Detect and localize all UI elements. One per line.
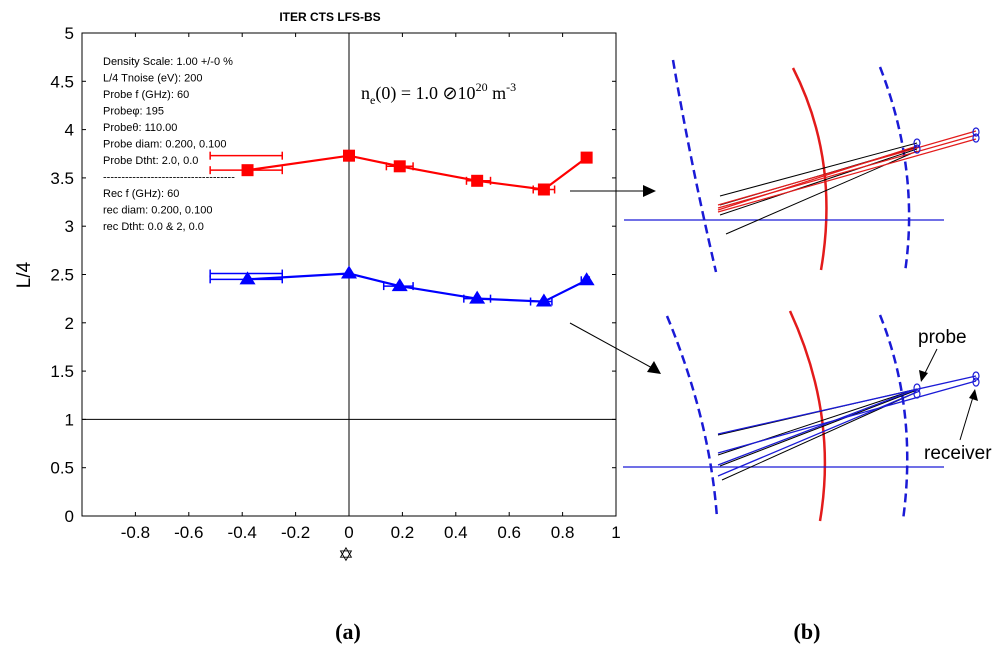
annotation-line: Rec f (GHz): 60	[103, 188, 179, 200]
blue-series-point	[391, 278, 408, 292]
formula-unit: m	[488, 83, 507, 103]
x-tick-label: 0.4	[444, 523, 468, 542]
probe-pointer	[923, 348, 938, 376]
receiver-pointer	[959, 396, 974, 441]
x-tick-label: -0.4	[228, 523, 257, 542]
y-tick-label: 3	[65, 217, 74, 236]
y-tick-label: 5	[65, 24, 74, 43]
y-tick-label: 0	[65, 507, 74, 526]
blue-series-point	[341, 265, 357, 279]
annotation-line: Probeθ: 110.00	[103, 122, 177, 134]
blue-series-point	[239, 271, 256, 285]
annotation-line: Density Scale: 1.00 +/-0 %	[103, 56, 233, 68]
parameter-annotations: Density Scale: 1.00 +/-0 % L/4 Tnoise (eV…	[103, 56, 235, 233]
y-tick-label: 3.5	[50, 169, 74, 188]
red-series-point	[393, 160, 406, 173]
x-tick-label: 1	[611, 523, 620, 542]
blue-rays-bottom	[717, 375, 977, 477]
arrow-top-head	[643, 185, 656, 197]
red-series-point	[580, 151, 593, 164]
receiver-pointer-head	[969, 389, 978, 401]
annotation-line: Probe diam: 0.200, 0.100	[103, 139, 227, 151]
pointer-arrows	[569, 185, 661, 374]
plasma-boundary-right	[878, 66, 911, 273]
x-tick-label: -0.8	[121, 523, 150, 542]
receiver-label: receiver	[924, 443, 992, 464]
red-series-line	[247, 154, 588, 191]
red-series-point	[471, 174, 484, 187]
probe-label: probe	[918, 327, 967, 348]
x-axis-label: ✡	[338, 545, 354, 566]
resonance-layer-lower	[788, 310, 827, 522]
annotation-line: rec diam: 0.200, 0.100	[103, 205, 212, 217]
density-formula: ne(0) = 1.0 ⊘1020 m-3	[361, 80, 516, 107]
blue-series-point	[535, 293, 552, 307]
red-rays-top	[717, 130, 977, 213]
plasma-boundary-left	[671, 59, 718, 273]
probe-markers-bottom	[913, 371, 980, 399]
chart-panel-a: ITER CTS LFS-BS 0 0.5 1 1.5 2 2.5 3 3.5 4 4.5 5 -0.…	[14, 10, 621, 566]
plasma-boundary-left-lower	[665, 315, 719, 519]
y-tick-label: 2.5	[50, 266, 74, 285]
blue-series-point	[469, 290, 486, 304]
red-series-point	[537, 183, 550, 196]
y-tick-label: 1.5	[50, 362, 74, 381]
chart-title: ITER CTS LFS-BS	[279, 10, 380, 24]
annotation-line: Probe f (GHz): 60	[103, 89, 189, 101]
caption-a: (a)	[335, 619, 361, 644]
y-tick-label: 4	[65, 121, 74, 140]
x-tick-label: 0.6	[497, 523, 521, 542]
arrow-bottom-head	[647, 361, 661, 374]
plasma-boundary-right-lower	[878, 314, 909, 521]
blue-series-point	[578, 272, 595, 286]
annotation-line: ------------------------------------	[103, 172, 235, 184]
annotation-line: Probeφ: 195	[103, 106, 164, 118]
axis-ticks: 0 0.5 1 1.5 2 2.5 3 3.5 4 4.5 5 -0.8 -0.6 -0.4 -0.2 0 0.…	[50, 24, 620, 542]
x-tick-label: -0.2	[281, 523, 310, 542]
probe-markers-top	[913, 127, 980, 154]
formula-sub: e	[370, 93, 375, 107]
annotation-line: rec Dtht: 0.0 & 2, 0.0	[103, 221, 204, 233]
x-tick-label: 0.8	[551, 523, 575, 542]
annotation-line: Probe Dtht: 2.0, 0.0	[103, 155, 198, 167]
x-tick-label: 0.2	[391, 523, 415, 542]
y-tick-label: 0.5	[50, 459, 74, 478]
red-series-point	[343, 149, 355, 162]
y-tick-label: 1	[65, 410, 74, 429]
diagram-top	[624, 59, 980, 273]
resonance-layer	[791, 67, 828, 271]
arrow-bottom	[569, 322, 655, 370]
x-tick-label: 0	[344, 523, 353, 542]
blue-series-line	[247, 272, 588, 303]
y-tick-label: 2	[65, 314, 74, 333]
y-axis-label: L/4	[14, 261, 35, 288]
diagram-bottom: probe receiver	[623, 310, 992, 522]
formula-mid: (0) = 1.0 ⊘10	[375, 83, 475, 104]
probe-pointer-head	[919, 370, 928, 382]
caption-b: (b)	[794, 619, 821, 644]
formula-lhs: n	[361, 83, 370, 103]
red-series-point	[241, 164, 254, 177]
x-tick-label: -0.6	[174, 523, 203, 542]
y-tick-label: 4.5	[50, 72, 74, 91]
formula-exp: 20	[476, 80, 488, 94]
series-layer	[209, 149, 595, 307]
annotation-line: L/4 Tnoise (eV): 200	[103, 73, 202, 85]
formula-unit-exp: -3	[506, 80, 516, 94]
